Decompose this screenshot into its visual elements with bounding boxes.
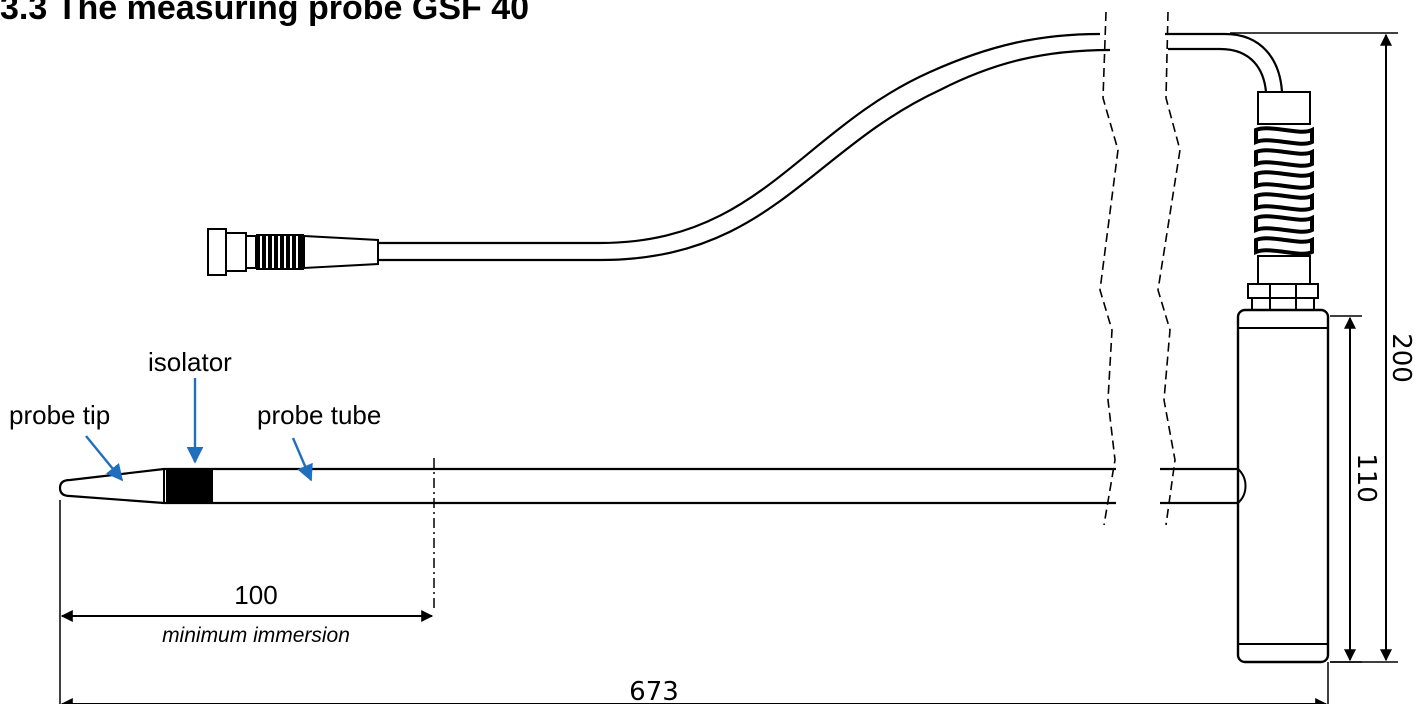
- cable: [378, 32, 1284, 262]
- probe-tube-shape: [58, 467, 1247, 505]
- total-height-value: 200: [1386, 333, 1415, 383]
- isolator-band: [166, 469, 213, 503]
- isolator-label: isolator: [148, 347, 232, 377]
- probe-tip-label: probe tip: [9, 400, 110, 430]
- immersion-dimension-value: 100: [234, 580, 277, 610]
- total-length-value: 673: [629, 677, 679, 704]
- probe-handle: [1236, 308, 1330, 664]
- minimum-immersion-label: minimum immersion: [162, 624, 350, 647]
- callout-arrows: [85, 378, 313, 482]
- break-lines: [1099, 11, 1181, 526]
- dimension-lines: [59, 32, 1398, 704]
- probe-tube-callout-arrow: [291, 437, 313, 482]
- handle-height-value: 110: [1351, 453, 1381, 503]
- probe-tube-label: probe tube: [257, 400, 381, 430]
- bnc-connector: [207, 228, 379, 276]
- page-title: 3.3 The measuring probe GSF 40: [0, 0, 530, 27]
- probe-tip-callout-arrow: [85, 435, 124, 482]
- strain-relief: [1247, 91, 1319, 311]
